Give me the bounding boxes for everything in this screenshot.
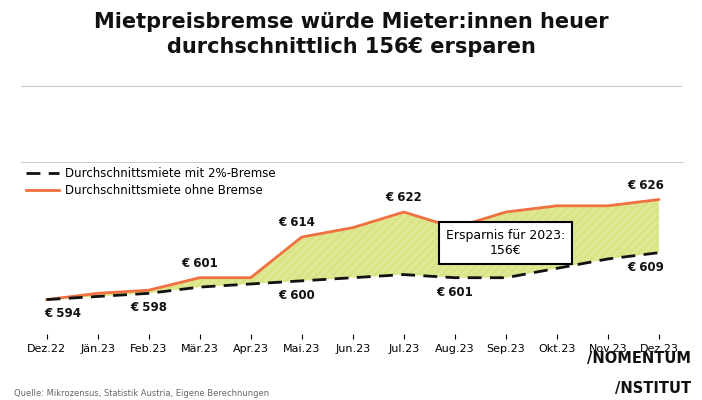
Text: € 594: € 594: [44, 308, 81, 320]
Text: € 626: € 626: [627, 179, 664, 192]
Text: € 600: € 600: [278, 289, 315, 302]
Text: € 598: € 598: [130, 301, 167, 314]
Text: Mietpreisbremse würde Mieter:innen heuer
durchschnittlich 156€ ersparen: Mietpreisbremse würde Mieter:innen heuer…: [93, 12, 609, 57]
Text: € 622: € 622: [385, 191, 422, 204]
Legend: Durchschnittsmiete mit 2%-Bremse, Durchschnittsmiete ohne Bremse: Durchschnittsmiete mit 2%-Bremse, Durchs…: [21, 162, 280, 202]
Text: € 614: € 614: [278, 216, 315, 229]
Text: /NSTITUT: /NSTITUT: [616, 381, 691, 396]
Text: € 609: € 609: [627, 260, 664, 274]
Text: € 601: € 601: [181, 257, 218, 270]
Text: Quelle: Mikrozensus, Statistik Austria, Eigene Berechnungen: Quelle: Mikrozensus, Statistik Austria, …: [14, 389, 269, 398]
Text: € 601: € 601: [437, 286, 473, 298]
Text: /NOMENTUM: /NOMENTUM: [588, 351, 691, 366]
Text: Ersparnis für 2023:
156€: Ersparnis für 2023: 156€: [446, 229, 566, 257]
